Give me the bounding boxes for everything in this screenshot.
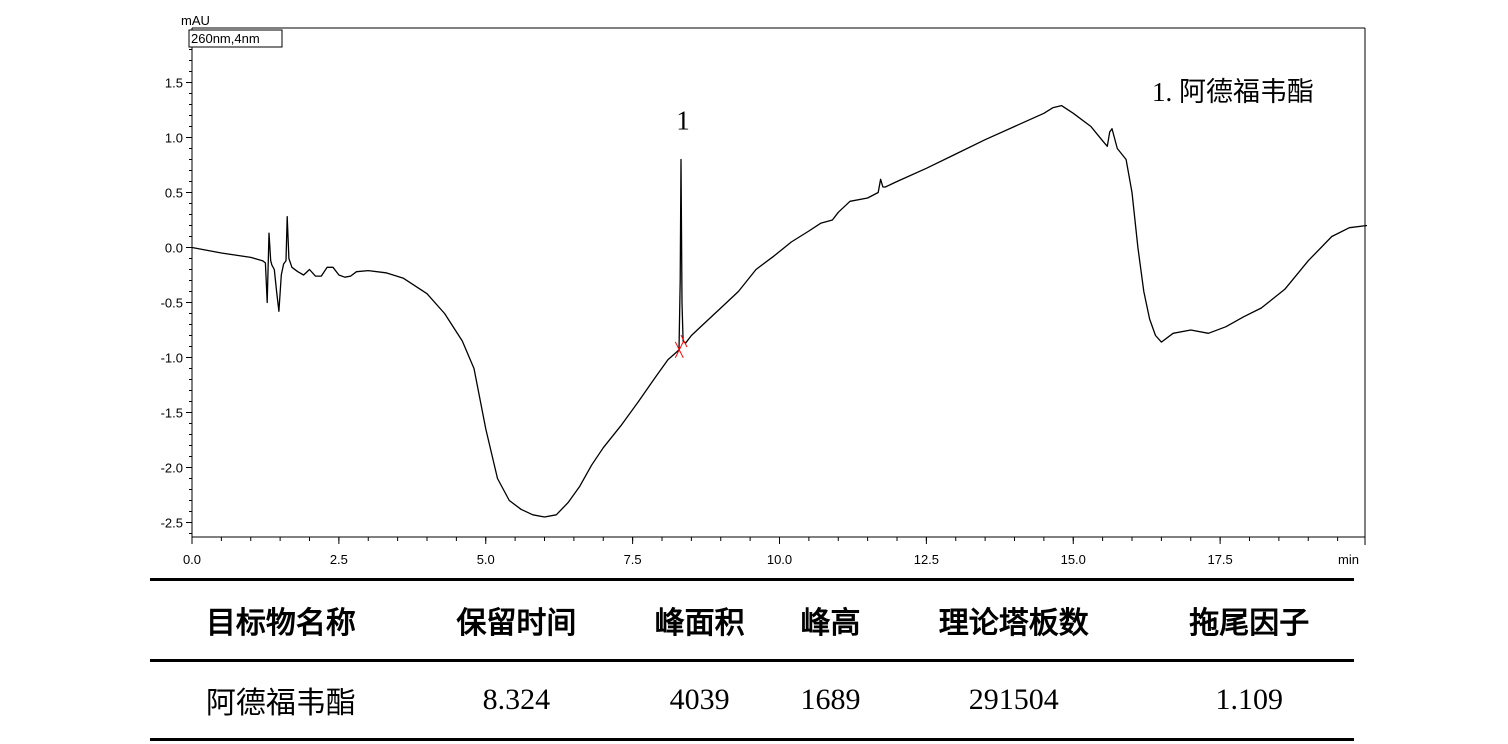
cell-compound-name: 阿德福韦酯 xyxy=(150,660,412,741)
chromatogram-trace xyxy=(191,104,1368,518)
cell-tailing-factor: 1.109 xyxy=(1144,660,1354,741)
y-tick-label: 0.0 xyxy=(165,241,183,256)
header-retention-time: 保留时间 xyxy=(411,578,622,662)
channel-label-box xyxy=(188,29,283,48)
header-theoretical-plates: 理论塔板数 xyxy=(882,578,1145,662)
header-peak-area: 峰面积 xyxy=(621,578,779,662)
y-tick-label: 0.5 xyxy=(165,186,183,201)
x-tick-label: 10.0 xyxy=(767,552,792,567)
peak-results-table: 目标物名称 保留时间 峰面积 峰高 理论塔板数 拖尾因子 阿德福韦酯 8.324… xyxy=(150,578,1354,741)
header-peak-height: 峰高 xyxy=(778,578,883,662)
x-tick-label: 17.5 xyxy=(1207,552,1232,567)
x-axis-unit-label: min xyxy=(1338,552,1359,567)
y-tick-label: -0.5 xyxy=(161,296,183,311)
chromatogram-chart: 1.5 1.0 0.5 0.0 -0.5 -1.0 -1.5 -2.0 -2.5 0.0 2.5 5… xyxy=(161,13,1368,567)
cell-theoretical-plates: 291504 xyxy=(882,660,1145,741)
peak-start-marker xyxy=(674,341,684,359)
x-tick-label: 2.5 xyxy=(330,552,348,567)
y-tick-label: -2.0 xyxy=(161,461,183,476)
y-tick-label: -1.0 xyxy=(161,351,183,366)
cell-retention-time: 8.324 xyxy=(411,660,622,741)
y-tick-label: -2.5 xyxy=(161,516,183,531)
header-tailing-factor: 拖尾因子 xyxy=(1144,578,1354,662)
table-row: 阿德福韦酯 8.324 4039 1689 291504 1.109 xyxy=(150,660,1354,741)
cell-peak-area: 4039 xyxy=(621,660,779,741)
table-header-row: 目标物名称 保留时间 峰面积 峰高 理论塔板数 拖尾因子 xyxy=(150,578,1354,662)
y-axis-unit-label: mAU xyxy=(181,13,210,28)
y-tick-label: 1.5 xyxy=(165,76,183,91)
header-compound-name: 目标物名称 xyxy=(150,578,412,662)
channel-label: 260nm,4nm xyxy=(191,31,260,46)
x-tick-label: 12.5 xyxy=(914,552,939,567)
peak-1-label: 1 xyxy=(676,106,690,136)
x-tick-label: 15.0 xyxy=(1061,552,1086,567)
x-tick-label: 0.0 xyxy=(183,552,201,567)
y-tick-label: -1.5 xyxy=(161,406,183,421)
x-tick-label: 5.0 xyxy=(477,552,495,567)
compound-legend: 1. 阿德福韦酯 xyxy=(1152,77,1314,107)
y-tick-label: 1.0 xyxy=(165,131,183,146)
x-tick-label: 7.5 xyxy=(624,552,642,567)
peak-end-marker xyxy=(680,334,688,348)
cell-peak-height: 1689 xyxy=(778,660,883,741)
